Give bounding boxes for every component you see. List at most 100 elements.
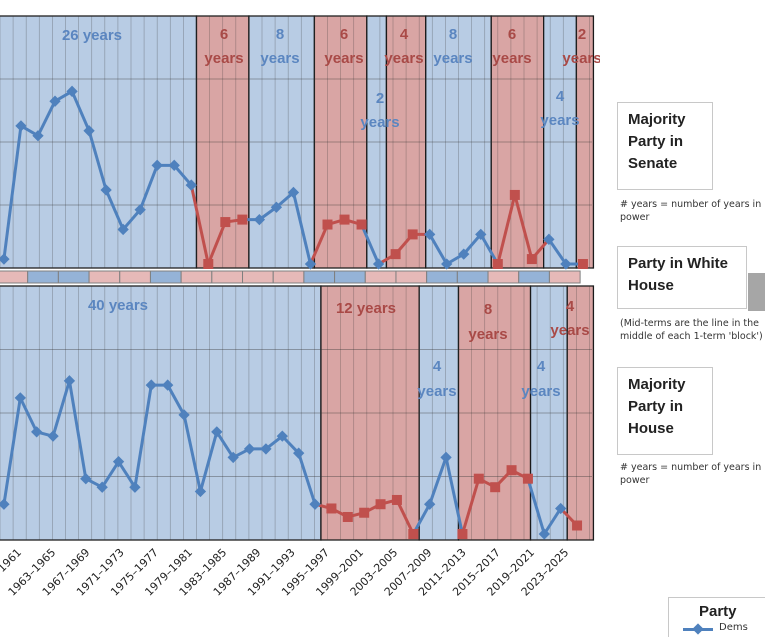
senate-block-label-unit: years — [433, 50, 472, 67]
senate-point — [424, 228, 436, 241]
white-house-term — [27, 270, 59, 284]
house-point — [31, 426, 43, 438]
house-point — [522, 473, 533, 484]
senate-point — [407, 229, 418, 240]
senate-point — [151, 159, 163, 171]
house-note: # years = number of years in power — [620, 462, 762, 486]
house-series-segment — [526, 478, 546, 535]
senate-series-segment — [104, 189, 125, 231]
house-series-segment — [395, 499, 415, 535]
senate-block-label-num: 4 — [400, 26, 409, 43]
house-series-segment — [51, 380, 71, 437]
senate-title: Majority Party in Senate — [628, 111, 686, 172]
white-house-term — [395, 270, 428, 284]
house-series-segment — [133, 384, 153, 488]
house-point — [375, 499, 386, 510]
senate-point — [526, 254, 537, 265]
white-house-title-box: Party in White House — [617, 246, 747, 309]
senate-point — [577, 259, 588, 269]
senate-series-segment — [462, 233, 482, 256]
scrollbar-thumb[interactable] — [748, 273, 765, 311]
house-block-label: 12 years — [336, 300, 396, 317]
senate-point — [458, 248, 470, 260]
senate-point — [475, 228, 487, 241]
house-point — [260, 443, 272, 455]
senate-series-segment — [428, 233, 449, 265]
legend-title: Party — [699, 603, 737, 620]
house-block-label: 40 years — [88, 297, 148, 314]
house-point — [408, 529, 419, 539]
senate-series-segment — [189, 184, 210, 265]
house-point — [440, 451, 452, 464]
house-point — [572, 520, 583, 531]
senate-series-segment — [2, 125, 23, 260]
senate-series-segment — [309, 223, 329, 265]
house-point — [391, 494, 402, 505]
senate-point — [322, 219, 333, 230]
house-series-segment — [297, 452, 317, 505]
house-series-segment — [198, 431, 219, 492]
senate-series-segment — [360, 223, 380, 265]
house-point — [293, 447, 305, 459]
white-house-note: (Mid-terms are the line in the middle of… — [620, 318, 763, 342]
senate-block-label-num: 2 — [578, 26, 586, 43]
house-series-segment — [444, 457, 464, 535]
white-house-title: Party in White House — [628, 255, 729, 294]
senate-point — [543, 233, 555, 245]
senate-block-label-unit: years — [384, 50, 423, 67]
senate-panel: 26 years 6years8years6years2years4years8y… — [0, 15, 600, 270]
house-block-label-unit: years — [521, 383, 560, 400]
senate-block-label-num: 2 — [376, 90, 384, 107]
senate-series-segment — [513, 194, 534, 260]
senate-series-segment — [87, 130, 108, 191]
white-house-term — [119, 270, 151, 284]
house-point — [309, 498, 321, 510]
house-series-segment — [182, 414, 202, 492]
white-house-term — [149, 270, 182, 284]
senate-block-label-num: 6 — [508, 26, 516, 43]
house-block-label-num: 8 — [484, 301, 492, 318]
senate-series-segment — [173, 164, 193, 187]
white-house-term — [364, 270, 397, 284]
x-axis: 19611963–19651967–19691971–19731975–1977… — [0, 546, 571, 599]
house-block-label-num: 4 — [566, 298, 575, 315]
senate-series-segment — [291, 192, 312, 265]
white-house-term — [57, 270, 90, 284]
senate-point — [220, 217, 231, 228]
senate-block-label: 26 years — [62, 27, 122, 44]
house-point — [506, 465, 517, 476]
senate-block-label-num: 6 — [340, 26, 348, 43]
senate-point — [168, 159, 180, 171]
house-block-label-unit: years — [550, 322, 589, 339]
senate-series-segment — [70, 90, 91, 132]
senate-point — [560, 258, 572, 270]
house-point — [227, 451, 239, 464]
senate-point — [253, 213, 266, 226]
senate-block-label-num: 4 — [556, 88, 565, 105]
house-point — [326, 503, 337, 514]
senate-block-label-unit: years — [562, 50, 600, 67]
white-house-term — [180, 270, 213, 284]
white-house-term — [456, 270, 489, 284]
house-series-segment — [428, 456, 448, 505]
house-panel: 40 years 12 years 4 years 8 years 4 years 4 years — [0, 285, 595, 541]
house-point — [473, 473, 484, 484]
senate-point — [390, 249, 401, 260]
white-house-term — [211, 270, 244, 284]
white-house-term — [334, 270, 366, 284]
senate-point — [339, 214, 350, 225]
senate-series-segment — [138, 164, 159, 211]
house-point — [47, 430, 59, 442]
senate-point — [304, 258, 317, 270]
senate-note: # years = number of years in power — [620, 199, 762, 223]
house-series-segment — [460, 478, 481, 535]
house-point — [129, 481, 141, 493]
senate-point — [356, 219, 367, 230]
legend: Party Dems — [668, 597, 765, 637]
senate-point — [492, 259, 503, 269]
house-point — [342, 511, 353, 522]
senate-series-segment — [36, 100, 57, 137]
senate-block-label-unit: years — [540, 112, 579, 129]
house-point — [145, 379, 157, 391]
senate-point — [237, 214, 248, 225]
